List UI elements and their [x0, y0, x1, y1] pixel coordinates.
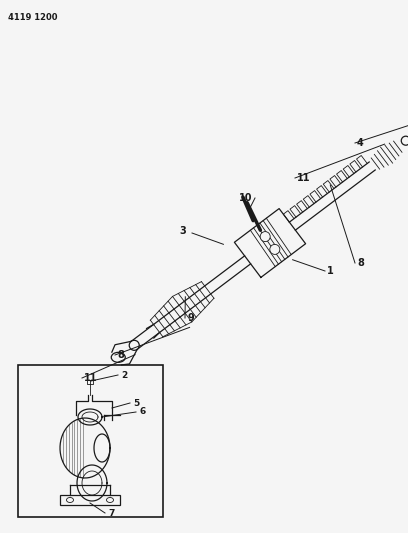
Text: 8: 8: [357, 258, 364, 268]
Text: 4119 1200: 4119 1200: [8, 13, 58, 22]
Text: 11: 11: [84, 373, 98, 383]
Ellipse shape: [260, 232, 270, 241]
Text: 2: 2: [121, 370, 127, 379]
Text: 9: 9: [187, 313, 194, 323]
Text: 3: 3: [179, 226, 186, 236]
Text: 5: 5: [133, 399, 139, 408]
Bar: [18, 365, 163, 517]
Text: 1: 1: [327, 266, 334, 276]
Ellipse shape: [270, 245, 280, 254]
Text: 7: 7: [108, 508, 114, 518]
Text: 8: 8: [117, 350, 124, 360]
Text: 11: 11: [297, 173, 310, 183]
Text: 6: 6: [139, 408, 145, 416]
Text: 10: 10: [239, 193, 252, 203]
Ellipse shape: [401, 136, 408, 145]
Ellipse shape: [111, 352, 125, 362]
Bar: [60, 495, 120, 505]
Ellipse shape: [129, 340, 139, 350]
Text: 4: 4: [357, 138, 364, 148]
